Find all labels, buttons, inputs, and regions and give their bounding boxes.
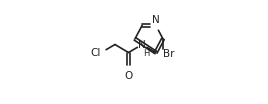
Text: H: H: [143, 49, 150, 58]
Text: O: O: [124, 71, 133, 80]
Text: Cl: Cl: [91, 48, 101, 58]
Text: N: N: [152, 15, 160, 25]
Text: Br: Br: [163, 49, 175, 59]
Text: N: N: [138, 40, 146, 50]
